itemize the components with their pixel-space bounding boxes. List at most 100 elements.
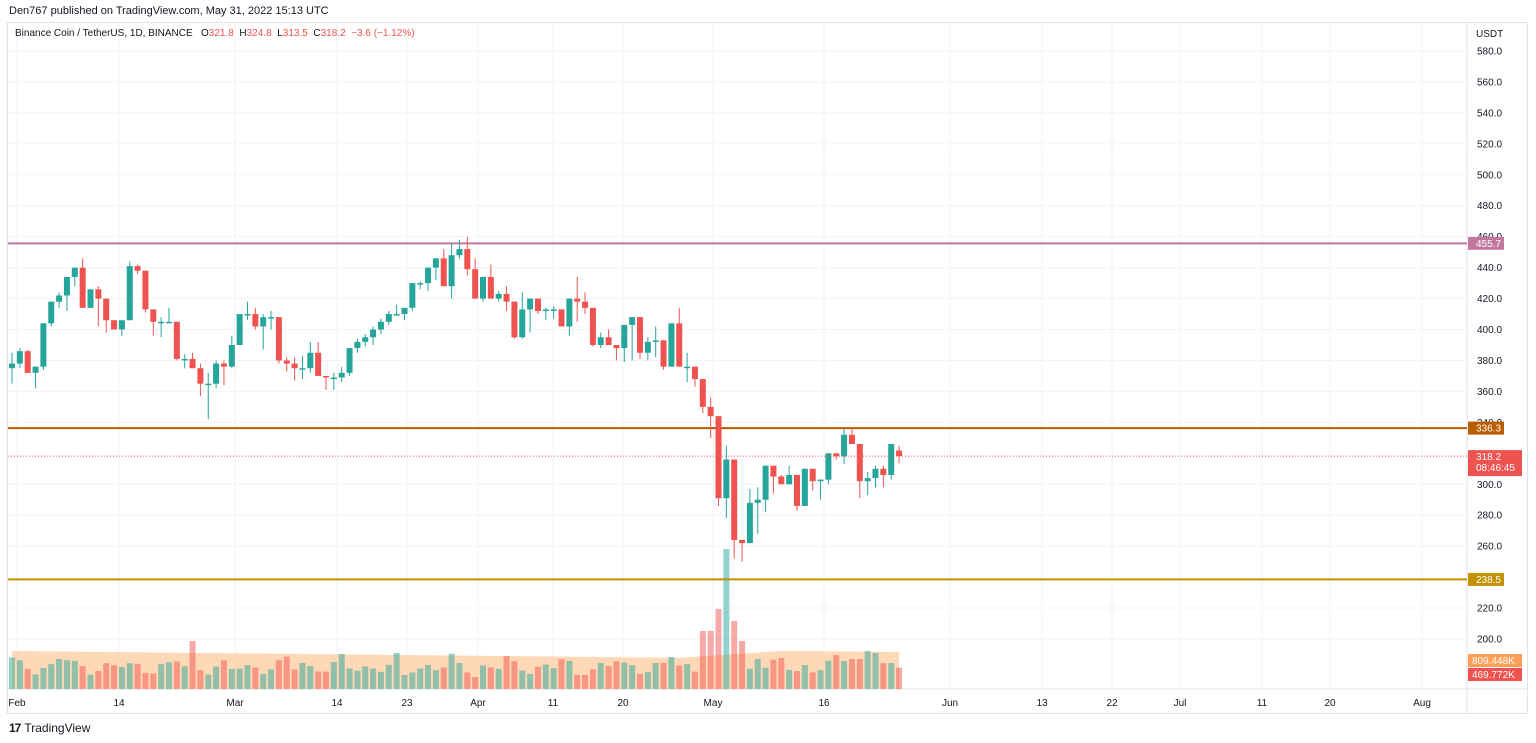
volume-bar [778,657,785,689]
volume-bar [440,667,447,689]
volume-bar [417,668,424,689]
volume-bar [448,653,455,689]
symbol-title[interactable]: Binance Coin / TetherUS, 1D, BINANCE [15,28,193,39]
volume-bar [197,670,204,689]
candle-body [448,255,455,287]
time-axis[interactable]: Feb 14 Mar 14 23 Apr 11 20 May 16 Jun 13 22 Jul 11 20 Au… [8,698,1431,709]
candle-body [487,276,494,299]
candle-body [605,337,612,345]
candle-body [746,502,753,544]
candle-body [126,266,133,321]
volume-bar [268,669,275,689]
tradingview-logo[interactable]: 17 TradingView [9,721,90,735]
volume-bar [652,662,659,689]
candle-body [268,317,275,319]
volume-bar [566,660,573,689]
volume-bar [9,657,15,689]
volume-bar [660,663,667,689]
volume-bar [880,663,887,689]
price-tick: 500.0 [1477,170,1502,181]
time-tick: Jun [942,698,958,709]
volume-bar [582,674,589,689]
time-tick: Aug [1413,698,1431,709]
volume-bar [323,671,329,689]
level-price-text: 238.5 [1476,575,1501,586]
price-axis[interactable]: USDT580.0560.0540.0520.0500.0480.0460.04… [1476,29,1503,646]
candle-body [9,363,15,369]
volume-bar [377,671,384,689]
candle-body [456,249,463,256]
candle-body [48,301,55,324]
candle-body [691,366,698,380]
candle-body [354,341,361,349]
volume-bar [338,654,345,689]
volume-bar [487,667,494,689]
candle-body [24,351,31,373]
bar-countdown-text: 08:46:45 [1476,463,1515,474]
price-tick: 440.0 [1477,263,1502,274]
volume-bar [103,663,110,689]
volume-bar [644,672,651,689]
chart-frame [7,22,1528,714]
publisher-line: Den767 published on TradingView.com, May… [9,5,329,17]
volume-bar [550,668,557,689]
candle-body [684,366,691,369]
time-tick: Apr [470,698,486,709]
candle-body [236,314,243,345]
volume-bar [40,668,47,689]
volume-bar [519,670,526,689]
low-label: L [277,28,283,39]
volume-bar [158,664,165,689]
candle-body [731,459,738,540]
level-price-tag [1468,421,1504,435]
time-tick: 13 [1036,698,1048,709]
volume-bar [691,671,698,689]
candle-body [393,314,400,316]
candle-body [582,301,589,308]
volume-bar [299,663,306,689]
candle-body [40,323,47,367]
volume-bar [888,663,895,689]
volume-bar [236,668,243,689]
candle-body [896,450,903,457]
candle-body [87,289,94,308]
volume-bar [205,674,212,689]
time-tick: Jul [1174,698,1187,709]
volume-bar [495,668,502,689]
volume-bar [833,655,840,689]
price-tick: 540.0 [1477,108,1502,119]
volume-bar [189,641,196,689]
volume-bar [731,621,738,689]
price-tick: 220.0 [1477,604,1502,615]
last-price-text: 318.2 [1476,452,1501,463]
volume-bar [48,664,55,689]
volume-bar [527,673,534,689]
candle-body [613,345,620,349]
volume-bar [118,667,125,689]
candle-body [71,267,78,277]
volume-bar [746,668,753,689]
volume-bar [597,662,604,689]
candle-body [558,309,565,327]
candle-body [668,323,675,367]
price-tick: 580.0 [1477,47,1502,58]
volume-value-tag [1468,654,1522,667]
candle-body [472,269,479,299]
chart-legend: Binance Coin / TetherUS, 1D, BINANCE O32… [15,28,415,39]
time-tick: 20 [1324,698,1336,709]
candle-body [173,321,180,359]
volume-bar [605,666,612,689]
candle-body [370,329,377,338]
time-tick: Feb [8,698,26,709]
candle-body [220,363,227,367]
volume-bar [87,674,94,689]
volume-bar [770,659,777,689]
currency-label: USDT [1476,29,1503,40]
volume-bar [346,668,353,689]
candlestick-series[interactable] [9,236,903,562]
candle-body [63,276,70,296]
volume-bar [503,656,510,689]
volume-bar [684,664,691,689]
candle-body [676,323,683,367]
